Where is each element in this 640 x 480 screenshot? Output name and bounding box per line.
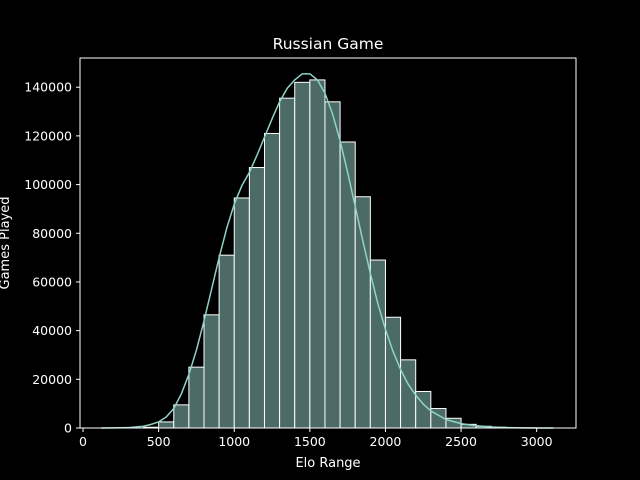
histogram-bar [339,141,356,429]
histogram-bar [354,196,371,429]
y-axis: 0 20000 40000 60000 80000 100000 120000 140000 [24,80,80,436]
y-tick-label: 140000 [24,80,72,95]
kde-layer [101,73,554,429]
histogram-bar [218,254,235,429]
y-tick-label: 0 [64,421,72,436]
histogram-bar [294,81,311,429]
histogram-bar [263,132,281,429]
y-tick-label: 120000 [24,128,72,143]
histogram-bar [324,101,341,429]
histogram-bar [233,197,250,429]
x-tick-label: 2500 [445,434,477,449]
histogram-bar [248,167,265,429]
chart-title: Russian Game [273,35,384,53]
x-axis-title: Elo Range [295,456,360,471]
histogram-bar [309,79,326,429]
x-tick-label: 500 [147,434,171,449]
kde-curve [101,73,554,429]
y-tick-label: 40000 [32,323,72,338]
y-tick-label: 20000 [32,372,72,387]
x-tick-label: 3000 [521,434,553,449]
x-tick-label: 1000 [218,434,250,449]
y-tick-label: 80000 [32,226,72,241]
histogram-bar [279,97,296,429]
y-axis-title: Games Played [0,197,13,290]
y-tick-label: 60000 [32,274,72,289]
histogram-bar [188,366,205,429]
bars-layer [143,79,553,429]
histogram-bar [400,359,417,429]
x-tick-label: 1500 [294,434,326,449]
plot-area-frame [79,57,577,429]
histogram-bar [173,404,190,429]
histogram-bar [158,421,175,429]
y-tick-label: 100000 [24,177,72,192]
x-tick-label: 0 [79,434,87,449]
x-axis: 0 500 1000 1500 2000 2500 3000 [79,428,553,449]
x-tick-label: 2000 [370,434,402,449]
histogram-bar [203,314,220,429]
